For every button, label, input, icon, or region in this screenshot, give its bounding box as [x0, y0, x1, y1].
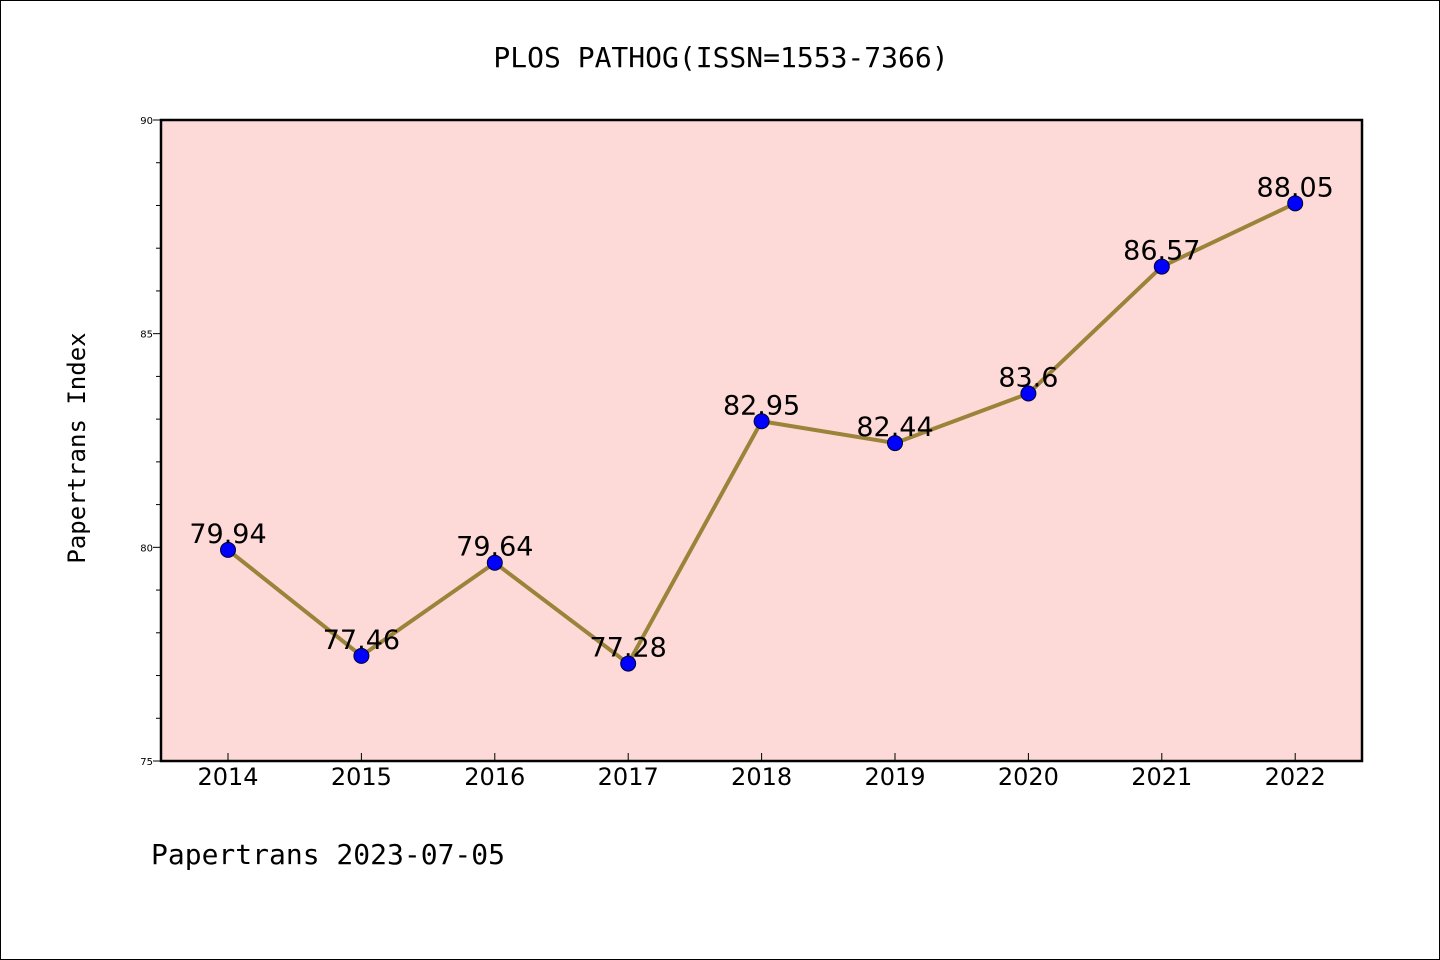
y-tick-label: 75 — [140, 757, 153, 768]
data-label: 77.46 — [323, 625, 400, 656]
data-label: 79.94 — [189, 519, 266, 550]
x-tick-label: 2020 — [998, 763, 1059, 791]
data-point — [1153, 258, 1170, 275]
plot-border — [159, 118, 1364, 763]
data-point — [1020, 385, 1037, 402]
data-label: 82.95 — [723, 390, 800, 421]
chart-title: PLOS PATHOG(ISSN=1553-7366) — [493, 41, 948, 74]
x-tick-label: 2014 — [197, 763, 258, 791]
series-markers — [220, 195, 1304, 672]
data-label: 86.57 — [1123, 236, 1200, 267]
data-point — [220, 541, 236, 558]
data-point — [620, 655, 637, 672]
x-tick-label: 2018 — [731, 763, 792, 791]
y-tick-label: 80 — [140, 543, 153, 554]
data-label: 83.6 — [998, 362, 1058, 393]
y-axis-label: Papertrans Index — [63, 332, 91, 563]
plot-area — [161, 120, 1362, 761]
y-tick-label: 85 — [140, 330, 153, 341]
x-tick-label: 2019 — [864, 763, 925, 791]
data-point — [887, 435, 903, 452]
data-label: 79.64 — [456, 532, 533, 563]
x-axis: 2014 2015 2016 2017 2018 2019 2020 2021 2022 — [197, 753, 1326, 791]
data-labels: 79.94 77.46 79.64 77.28 82.95 82.44 83.6 86.57 8… — [189, 172, 1333, 663]
x-tick-label: 2022 — [1265, 763, 1326, 791]
data-point — [353, 647, 370, 664]
x-tick-label: 2015 — [331, 763, 392, 791]
y-axis: 75 80 85 90 — [140, 116, 161, 768]
data-label: 82.44 — [856, 412, 933, 443]
data-label: 77.28 — [590, 633, 667, 664]
x-tick-label: 2021 — [1131, 763, 1192, 791]
x-tick-label: 2016 — [464, 763, 525, 791]
x-tick-label: 2017 — [598, 763, 659, 791]
data-point — [753, 413, 770, 430]
data-point — [486, 554, 503, 571]
data-label: 88.05 — [1257, 172, 1334, 203]
data-point — [1287, 195, 1304, 212]
y-tick-label: 90 — [140, 116, 153, 127]
footer-text: Papertrans 2023-07-05 — [151, 838, 505, 871]
